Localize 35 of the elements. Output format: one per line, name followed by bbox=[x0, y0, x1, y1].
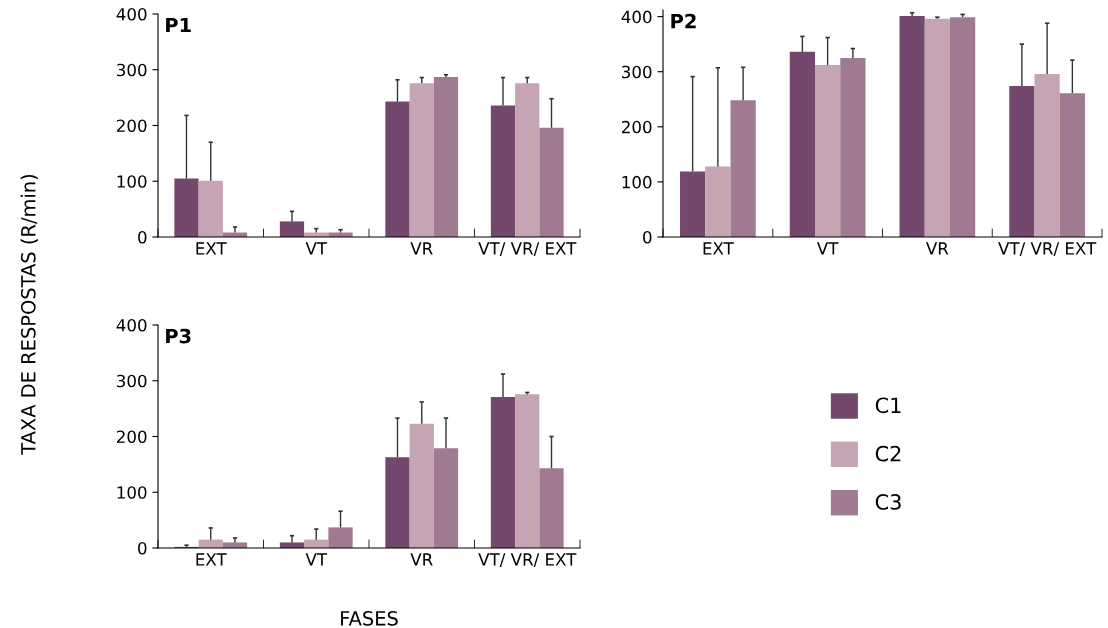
y-tick-label: 0 bbox=[138, 230, 147, 244]
y-tick-label: 400 bbox=[116, 318, 147, 332]
x-tick-label: VT/ VR/ EXT bbox=[998, 242, 1097, 257]
y-tick-label: 0 bbox=[643, 230, 652, 244]
chart-title: P2 bbox=[671, 13, 696, 29]
y-tick-label: 100 bbox=[622, 175, 652, 189]
y-tick-label: 300 bbox=[622, 65, 652, 79]
x-tick-label: EXT bbox=[196, 242, 227, 255]
y-tick-label: 300 bbox=[117, 63, 147, 77]
legend-label: C3 bbox=[875, 494, 901, 510]
x-tick-label: VT bbox=[305, 242, 328, 255]
y-tick-label: 400 bbox=[116, 7, 147, 21]
legend-label: C2 bbox=[875, 445, 901, 462]
y-tick-label: 100 bbox=[117, 175, 147, 188]
x-tick-label: VR bbox=[410, 242, 433, 255]
y-tick-label: 300 bbox=[117, 374, 147, 388]
y-tick-label: 100 bbox=[117, 486, 147, 499]
x-tick-label: EXT bbox=[196, 553, 227, 566]
x-tick-label: VT/ VR/ EXT bbox=[478, 553, 577, 568]
x-axis-title: FASES bbox=[341, 611, 398, 626]
y-tick-label: 0 bbox=[138, 541, 147, 555]
x-tick-label: VR bbox=[410, 553, 433, 566]
x-tick-label: VR bbox=[926, 242, 949, 255]
y-axis-title: TAXA DE RESPOSTAS (R/min) bbox=[20, 174, 38, 455]
x-tick-label: VT/ VR/ EXT bbox=[478, 242, 577, 257]
x-tick-label: VT bbox=[305, 553, 328, 566]
y-tick-label: 400 bbox=[621, 10, 652, 24]
y-tick-label: 200 bbox=[116, 430, 147, 444]
y-tick-label: 200 bbox=[116, 119, 147, 133]
y-tick-label: 200 bbox=[621, 120, 652, 134]
x-tick-label: VT bbox=[816, 242, 839, 255]
legend-label: C1 bbox=[875, 397, 901, 414]
x-tick-label: EXT bbox=[703, 242, 734, 255]
chart-title: P1 bbox=[166, 17, 191, 33]
chart-title: P3 bbox=[166, 328, 191, 344]
